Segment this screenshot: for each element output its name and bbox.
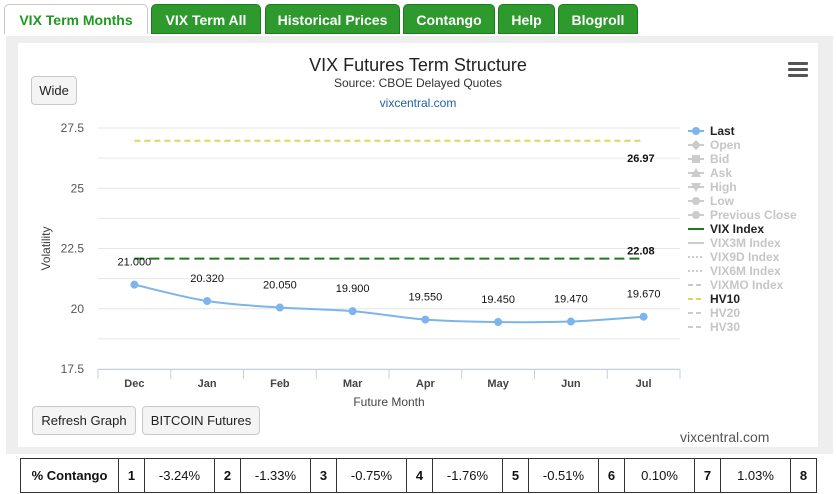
contango-header: % Contango [20,458,119,493]
contango-value: -1.76% [432,458,503,493]
chart-area [18,43,818,447]
legend-item-vixmo-index[interactable]: VIXMO Index [688,278,797,292]
legend-label: HV30 [710,320,741,334]
tab-bar: VIX Term Months VIX Term All Historical … [0,0,836,38]
contango-value: -0.51% [528,458,599,493]
legend-item-high[interactable]: High [688,180,797,194]
contango-month-index: 5 [502,458,529,493]
contango-value: -1.33% [240,458,311,493]
chart-legend: Last Open Bid Ask High Low Previous Close VIX I… [688,124,797,334]
tab-blogroll[interactable]: Blogroll [558,4,638,34]
legend-label: VIX6M Index [710,264,781,278]
legend-item-vix3m-index[interactable]: VIX3M Index [688,236,797,250]
legend-label: VIX3M Index [710,236,781,250]
legend-label: Ask [710,166,733,180]
legend-symbol-icon [688,326,704,328]
legend-item-ask[interactable]: Ask [688,166,797,180]
tab-help[interactable]: Help [498,4,555,34]
legend-symbol-icon [688,284,704,286]
legend-item-hv30[interactable]: HV30 [688,320,797,334]
legend-symbol-icon [688,197,704,205]
contango-month-index: 1 [118,458,145,493]
chart-source-link[interactable]: vixcentral.com [379,96,457,110]
contango-value: -0.75% [336,458,407,493]
contango-value: 1.03% [720,458,791,493]
legend-label: Low [710,194,734,208]
tab-historical-prices[interactable]: Historical Prices [265,4,400,34]
legend-item-vix-index[interactable]: VIX Index [688,222,797,236]
legend-label: Bid [710,152,730,166]
legend-item-hv20[interactable]: HV20 [688,306,797,320]
contango-table: % Contango 1 -3.24% 2 -1.33% 3 -0.75% 4 -1.76% 5… [20,458,817,493]
tab-vix-term-all[interactable]: VIX Term All [151,4,261,34]
legend-label: Last [710,124,735,138]
refresh-graph-button[interactable]: Refresh Graph [32,406,136,435]
legend-symbol-icon [688,183,704,192]
legend-item-low[interactable]: Low [688,194,797,208]
watermark: vixcentral.com [680,429,770,445]
legend-label: Open [710,138,741,152]
contango-row: % Contango 1 -3.24% 2 -1.33% 3 -0.75% 4 -1.76% 5… [20,458,817,493]
legend-symbol-icon [688,168,704,177]
contango-month-index: 7 [694,458,721,493]
tab-vix-term-months[interactable]: VIX Term Months [4,4,148,34]
legend-symbol-icon [688,298,704,300]
legend-item-vix6m-index[interactable]: VIX6M Index [688,264,797,278]
legend-symbol-icon [688,228,704,230]
legend-symbol-icon [688,140,704,150]
legend-symbol-icon [688,155,704,163]
legend-label: HV20 [710,306,741,320]
legend-symbol-icon [688,127,704,135]
bitcoin-futures-button[interactable]: BITCOIN Futures [142,406,260,435]
legend-item-previous-close[interactable]: Previous Close [688,208,797,222]
legend-symbol-icon [688,270,704,272]
legend-item-hv10[interactable]: HV10 [688,292,797,306]
legend-item-last[interactable]: Last [688,124,797,138]
chart-subtitle: Source: CBOE Delayed Quotes [333,76,503,90]
hamburger-menu-icon[interactable] [788,62,808,78]
legend-symbol-icon [688,312,704,314]
contango-month-index: 2 [214,458,241,493]
contango-value: 0.10% [624,458,695,493]
legend-symbol-icon [688,242,704,244]
wide-button[interactable]: Wide [31,76,77,105]
legend-symbol-icon [688,211,704,219]
legend-item-bid[interactable]: Bid [688,152,797,166]
legend-item-open[interactable]: Open [688,138,797,152]
contango-value: -3.24% [144,458,215,493]
legend-label: High [710,180,737,194]
contango-month-index: 4 [406,458,433,493]
chart-title: VIX Futures Term Structure [309,55,527,75]
legend-label: VIX9D Index [710,250,780,264]
legend-label: VIXMO Index [710,278,784,292]
legend-label: Previous Close [710,208,797,222]
contango-month-index: 3 [310,458,337,493]
tab-contango[interactable]: Contango [403,4,495,34]
contango-month-index: 8 [790,458,817,493]
contango-month-index: 6 [598,458,625,493]
legend-label: VIX Index [710,222,765,236]
legend-symbol-icon [688,256,704,258]
legend-label: HV10 [710,292,741,306]
legend-item-vix9d-index[interactable]: VIX9D Index [688,250,797,264]
